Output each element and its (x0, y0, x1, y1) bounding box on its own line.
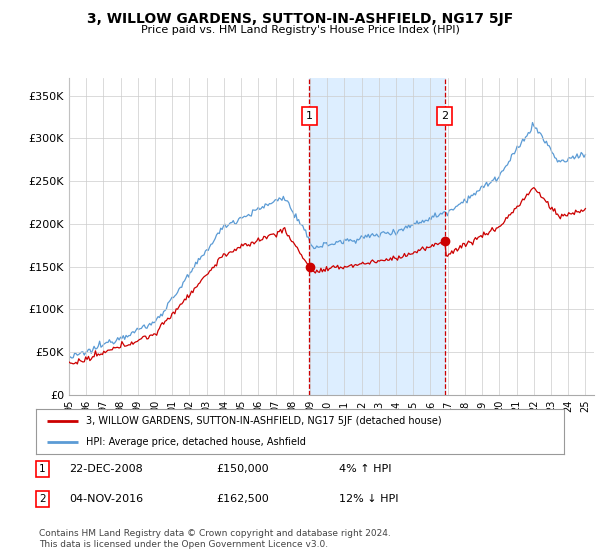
Text: Contains HM Land Registry data © Crown copyright and database right 2024.
This d: Contains HM Land Registry data © Crown c… (39, 529, 391, 549)
Text: Price paid vs. HM Land Registry's House Price Index (HPI): Price paid vs. HM Land Registry's House … (140, 25, 460, 35)
Text: £162,500: £162,500 (216, 494, 269, 504)
Text: 22-DEC-2008: 22-DEC-2008 (69, 464, 143, 474)
Text: 12% ↓ HPI: 12% ↓ HPI (339, 494, 398, 504)
Text: 1: 1 (306, 111, 313, 122)
Text: 1: 1 (39, 464, 46, 474)
Text: £150,000: £150,000 (216, 464, 269, 474)
Bar (310, 78, 445, 395)
Text: 3, WILLOW GARDENS, SUTTON-IN-ASHFIELD, NG17 5JF: 3, WILLOW GARDENS, SUTTON-IN-ASHFIELD, N… (87, 12, 513, 26)
Text: 2: 2 (442, 111, 448, 122)
Text: 4% ↑ HPI: 4% ↑ HPI (339, 464, 391, 474)
Text: 3, WILLOW GARDENS, SUTTON-IN-ASHFIELD, NG17 5JF (detached house): 3, WILLOW GARDENS, SUTTON-IN-ASHFIELD, N… (86, 416, 442, 426)
Text: 04-NOV-2016: 04-NOV-2016 (69, 494, 143, 504)
Text: 2: 2 (39, 494, 46, 504)
Text: HPI: Average price, detached house, Ashfield: HPI: Average price, detached house, Ashf… (86, 436, 306, 446)
